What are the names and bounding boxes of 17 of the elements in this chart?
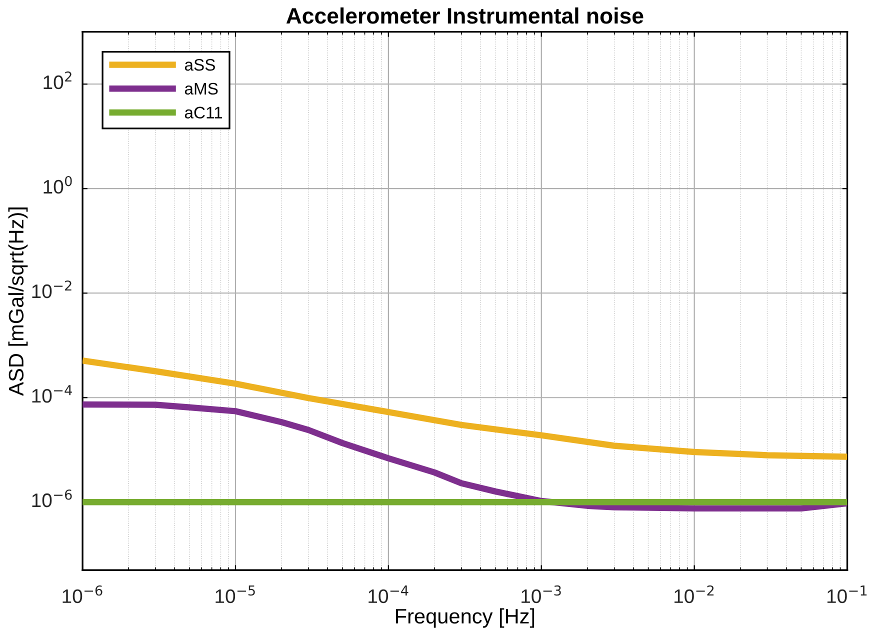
x-axis-title: Frequency [Hz] [396, 608, 534, 628]
y-tick-label: 10$^{−4}$ [32, 385, 72, 403]
x-tick-label: 10$^{−1}$ [827, 586, 867, 604]
y-axis-title: ASD [mGal/sqrt(Hz)] [8, 208, 28, 396]
y-tick-label: 10$^{−6}$ [32, 489, 72, 508]
x-tick-label: 10$^{−3}$ [522, 585, 561, 604]
y-tick-label: 10$^{−2}$ [32, 280, 72, 298]
legend-label: aMS [184, 82, 218, 95]
chart-title: Accelerometer Instrumental noise [286, 7, 644, 24]
legend-label: aC11 [184, 106, 222, 118]
y-tick-label: 10$^{0}$ [44, 176, 72, 194]
y-tick-label: 10$^{2}$ [44, 71, 72, 90]
x-tick-label: 10$^{−2}$ [674, 585, 714, 604]
x-tick-label: 10$^{−5}$ [216, 586, 255, 604]
legend-label: aSS [184, 58, 215, 71]
x-tick-label: 10$^{−6}$ [62, 585, 102, 604]
x-tick-label: 10$^{−4}$ [368, 586, 408, 604]
